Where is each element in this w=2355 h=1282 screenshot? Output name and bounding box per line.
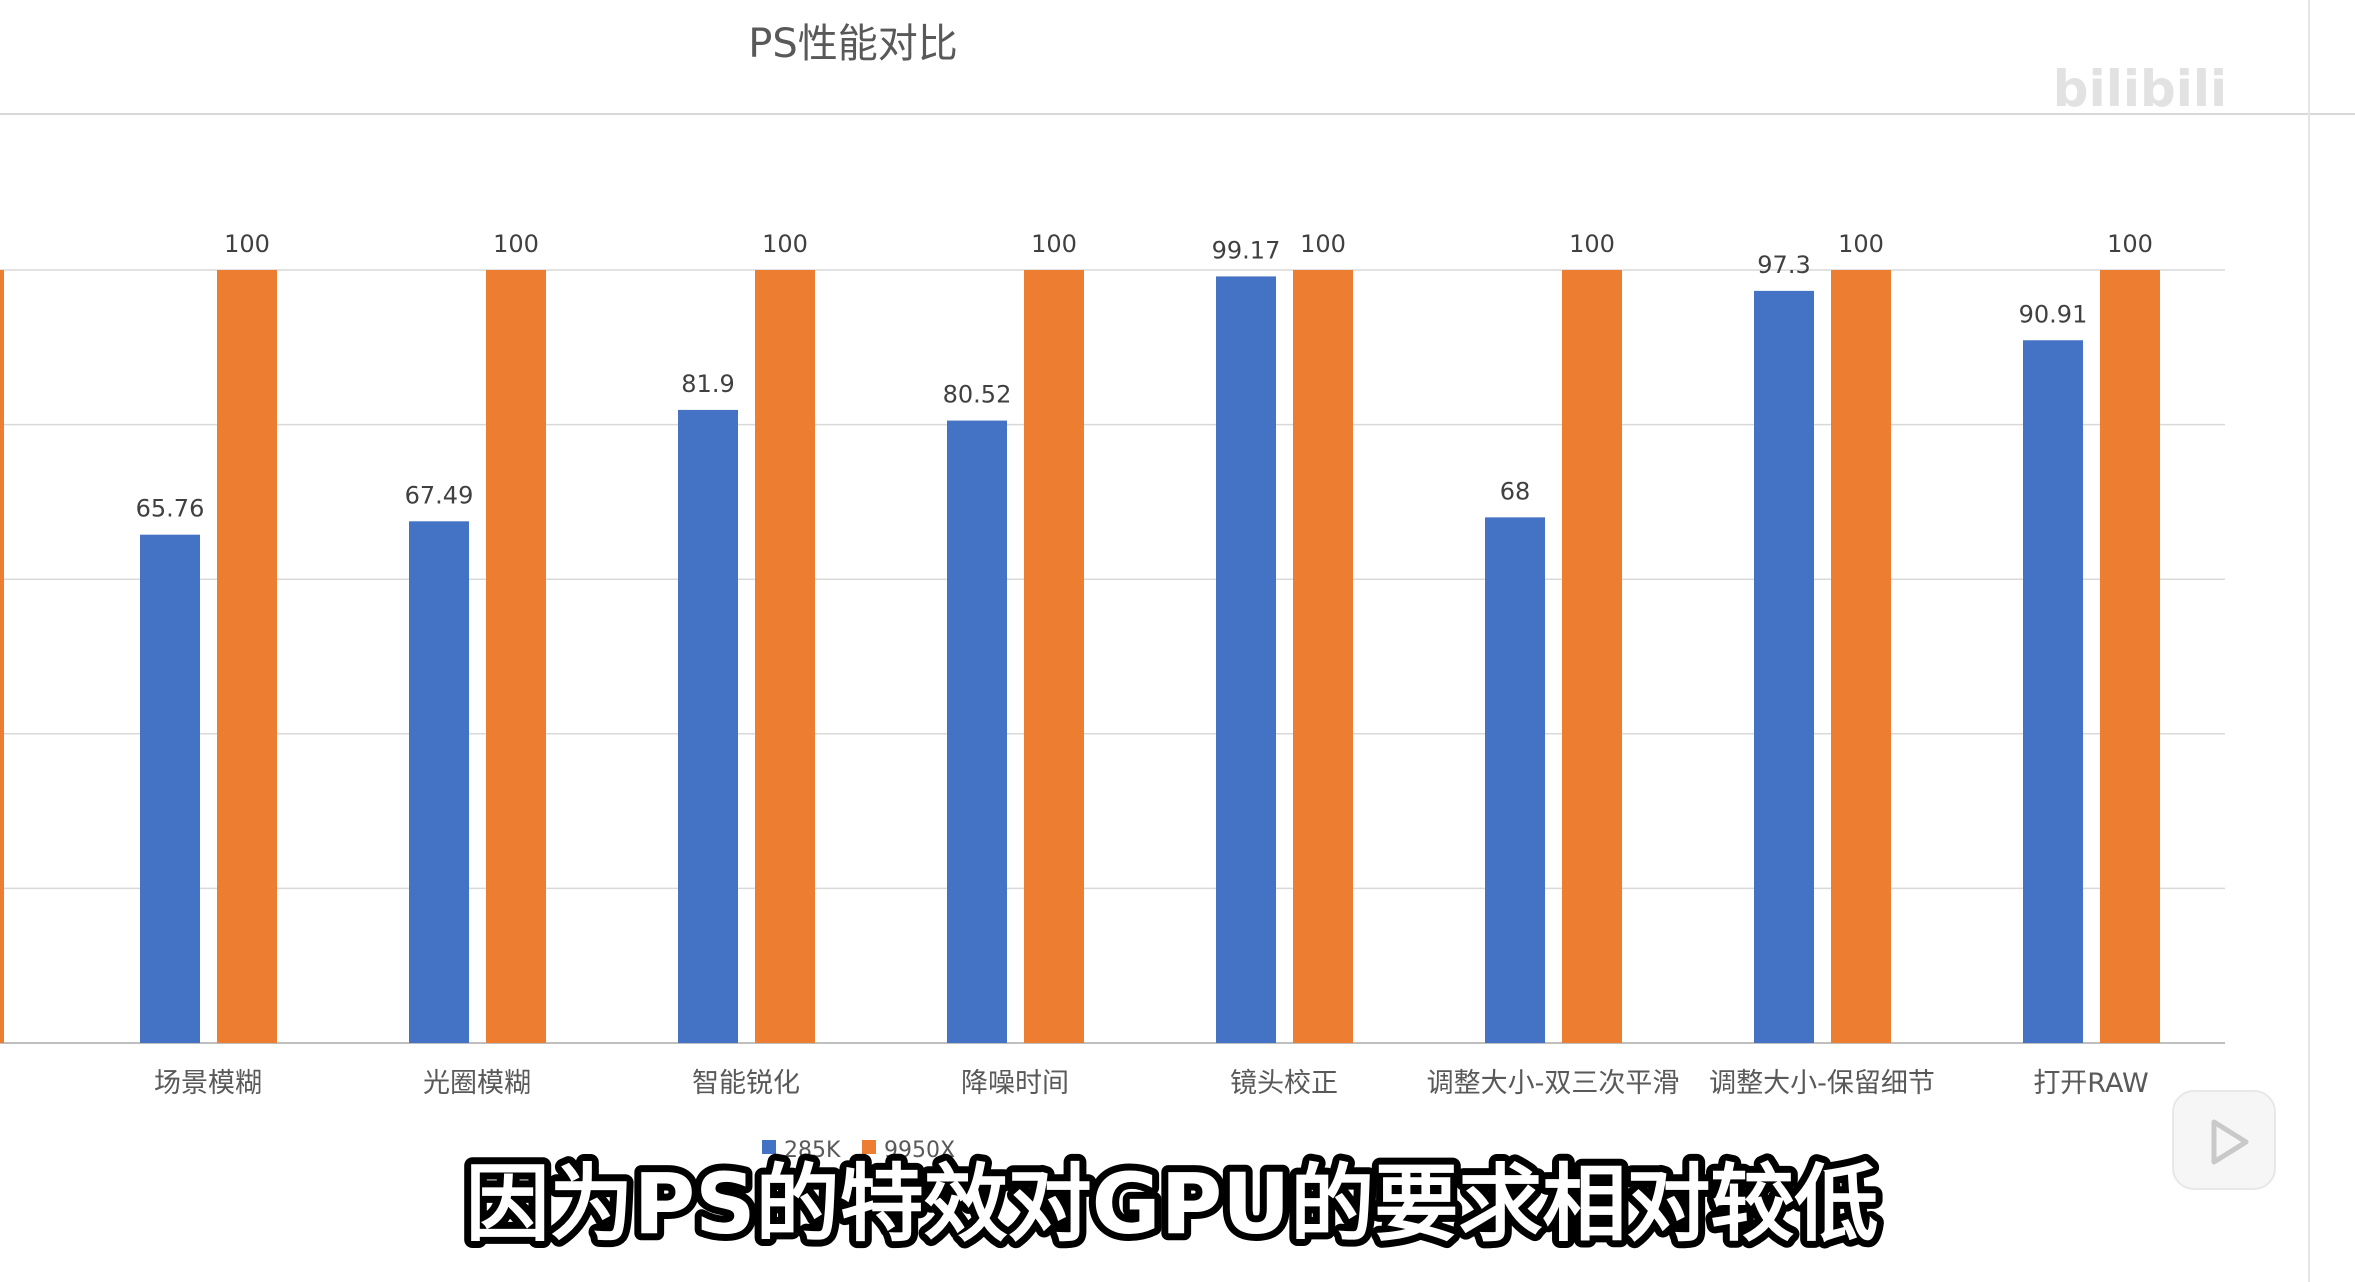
- bar-285k-3: [678, 409, 738, 1044]
- bar-9950x-8: [2100, 270, 2160, 1043]
- legend: 285K 9950X: [762, 1138, 955, 1163]
- data-label-9950x-1: 100: [224, 230, 270, 258]
- bar-285k-8: [2023, 340, 2083, 1043]
- data-label-285k-8: 90.91: [2019, 300, 2088, 328]
- data-label-9950x-3: 100: [762, 230, 808, 258]
- legend-label-9950x: 9950X: [884, 1138, 955, 1163]
- category-label-2: 光圈模糊: [423, 1068, 531, 1099]
- category-label-6: 调整大小-双三次平滑: [1427, 1068, 1680, 1099]
- bar-9950x-7: [1831, 270, 1891, 1043]
- bar-9950x-3: [755, 270, 815, 1043]
- bar-285k-4: [947, 420, 1007, 1043]
- bar-9950x-2: [486, 270, 546, 1043]
- category-label-1: 场景模糊: [154, 1068, 262, 1099]
- bar-9950x-6: [1562, 270, 1622, 1043]
- bar-9950x-partial: [0, 270, 4, 1043]
- bar-285k-6: [1485, 517, 1545, 1043]
- data-label-285k-4: 80.52: [943, 381, 1012, 409]
- data-label-9950x-4: 100: [1031, 230, 1077, 258]
- play-button[interactable]: [2172, 1090, 2276, 1190]
- bar-9950x-4: [1024, 270, 1084, 1043]
- chart-title: PS性能对比: [748, 21, 958, 67]
- bar-285k-2: [409, 521, 469, 1043]
- category-label-4: 降噪时间: [961, 1068, 1069, 1099]
- data-labels: 65.76 100 67.49 100 81.9 100 80.52 100 99.17 100 6…: [136, 230, 2153, 523]
- bar-9950x-1: [217, 270, 277, 1043]
- category-label-3: 智能锐化: [692, 1068, 800, 1099]
- category-axis: 场景模糊 光圈模糊 智能锐化 降噪时间 镜头校正 调整大小-双三次平滑 调整大小-保留细节 打…: [154, 1068, 2149, 1099]
- play-icon: [2211, 1119, 2249, 1165]
- data-label-9950x-2: 100: [493, 230, 539, 258]
- data-label-9950x-7: 100: [1838, 230, 1884, 258]
- category-label-7: 调整大小-保留细节: [1709, 1068, 1935, 1099]
- data-label-285k-7: 97.3: [1757, 251, 1810, 279]
- bar-285k-5: [1216, 276, 1276, 1043]
- category-label-5: 镜头校正: [1230, 1068, 1338, 1099]
- data-label-9950x-8: 100: [2107, 230, 2153, 258]
- bar-285k-7: [1754, 290, 1814, 1044]
- category-label-8: 打开RAW: [2033, 1068, 2148, 1099]
- data-label-9950x-6: 100: [1569, 230, 1615, 258]
- data-label-285k-5: 99.17: [1212, 236, 1281, 264]
- legend-label-285k: 285K: [784, 1138, 841, 1163]
- data-label-285k-1: 65.76: [136, 495, 205, 523]
- bar-285k-1: [140, 534, 200, 1043]
- frame-edge: [2308, 0, 2310, 1282]
- bar-9950x-5: [1293, 270, 1353, 1043]
- legend-swatch-9950x: [862, 1140, 876, 1154]
- legend-swatch-285k: [762, 1140, 776, 1154]
- bilibili-watermark: bilibili: [2053, 60, 2227, 118]
- data-label-285k-6: 68: [1500, 477, 1531, 505]
- video-subtitle: 因为PS的特效对GPU的要求相对较低: [466, 1155, 1879, 1253]
- gridlines: [0, 269, 2225, 1044]
- bars: [0, 270, 2160, 1044]
- data-label-285k-3: 81.9: [681, 370, 734, 398]
- data-label-9950x-5: 100: [1300, 230, 1346, 258]
- data-label-285k-2: 67.49: [405, 481, 474, 509]
